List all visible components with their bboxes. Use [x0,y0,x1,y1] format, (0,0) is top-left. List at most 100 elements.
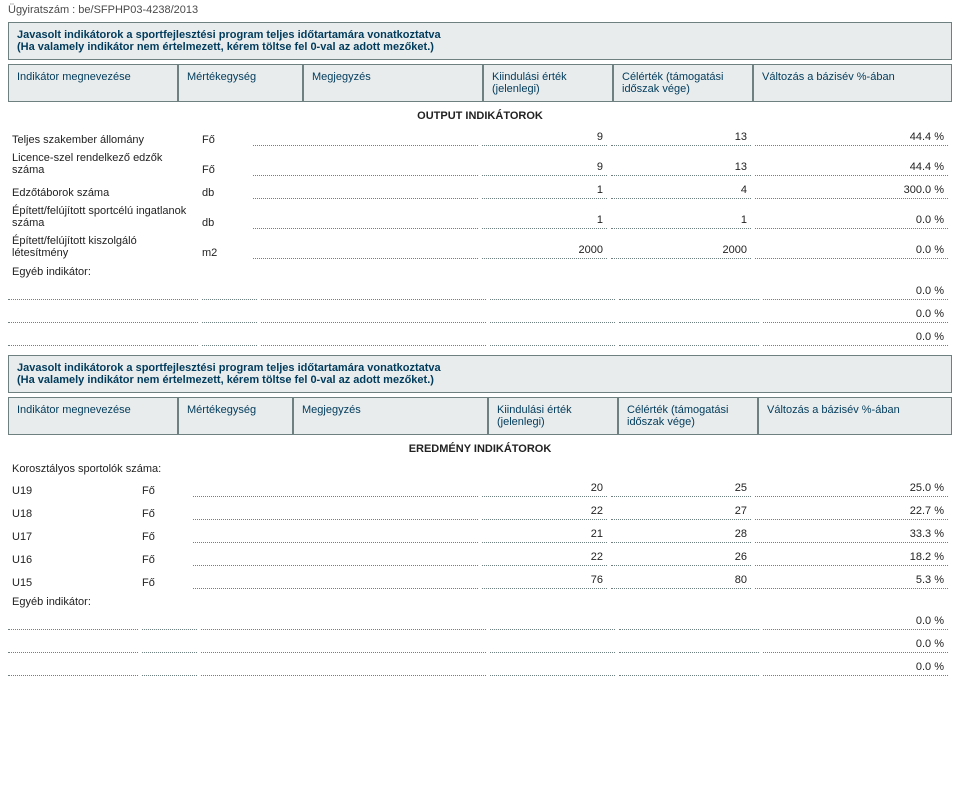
row-note-input[interactable] [253,160,478,176]
row-start-input[interactable] [490,614,615,630]
row-note-input[interactable] [261,284,486,300]
row-change-value: 0.0 % [755,242,948,259]
row-change-value: 0.0 % [763,306,948,323]
row-note-input[interactable] [253,243,478,259]
row-note-input[interactable] [193,573,478,589]
section1-group-title: OUTPUT INDIKÁTOROK [8,102,952,126]
row-unit: m2 [198,247,253,259]
row-target-input[interactable] [619,330,759,346]
row-start-input[interactable]: 1 [482,212,607,229]
row-start-input[interactable]: 20 [482,480,607,497]
section2-title-line1: Javasolt indikátorok a sportfejlesztési … [17,362,943,374]
row-target-input[interactable] [619,660,759,676]
header-unit: Mértékegység [178,397,293,435]
row-start-input[interactable]: 76 [482,572,607,589]
row-target-input[interactable]: 80 [611,572,751,589]
row-unit: Fő [138,508,193,520]
row-name-input[interactable] [8,307,198,323]
table-row: 0.0 % [8,303,952,326]
section2-header-row: Indikátor megnevezése Mértékegység Megje… [8,397,952,435]
row-unit: Fő [138,531,193,543]
row-target-input[interactable]: 25 [611,480,751,497]
row-note-input[interactable] [253,213,478,229]
row-note-input[interactable] [201,637,486,653]
header-start: Kiindulási érték (jelenlegi) [483,64,613,102]
row-note-input[interactable] [193,550,478,566]
row-start-input[interactable] [490,637,615,653]
row-note-input[interactable] [201,614,486,630]
row-name: Épített/felújított kiszolgáló létesítmén… [8,235,198,259]
row-note-input[interactable] [253,130,478,146]
row-target-input[interactable]: 26 [611,549,751,566]
row-note-input[interactable] [201,660,486,676]
row-unit: Fő [138,485,193,497]
header-target: Célérték (támogatási időszak vége) [613,64,753,102]
row-target-input[interactable]: 13 [611,159,751,176]
row-name-input[interactable] [8,660,138,676]
row-unit: Fő [198,134,253,146]
row-start-input[interactable] [490,307,615,323]
table-row: U15Fő76805.3 % [8,569,952,592]
row-name: U19 [8,485,138,497]
row-target-input[interactable]: 4 [611,182,751,199]
row-target-input[interactable] [619,284,759,300]
row-name-input[interactable] [8,330,198,346]
row-unit-input[interactable] [142,637,197,653]
header-name: Indikátor megnevezése [8,397,178,435]
table-row: 0.0 % [8,610,952,633]
table-row: 0.0 % [8,280,952,303]
section2-sub-label: Korosztályos sportolók száma: [8,459,952,477]
row-unit-input[interactable] [202,284,257,300]
row-change-value: 0.0 % [755,212,948,229]
row-name: Épített/felújított sportcélú ingatlanok … [8,205,198,229]
row-start-input[interactable]: 9 [482,159,607,176]
row-start-input[interactable]: 22 [482,549,607,566]
row-note-input[interactable] [193,527,478,543]
row-target-input[interactable] [619,614,759,630]
row-name-input[interactable] [8,637,138,653]
row-target-input[interactable]: 1 [611,212,751,229]
row-start-input[interactable]: 9 [482,129,607,146]
row-change-value: 0.0 % [763,283,948,300]
row-name-input[interactable] [8,284,198,300]
row-note-input[interactable] [193,504,478,520]
row-name: Edzőtáborok száma [8,187,198,199]
row-start-input[interactable] [490,660,615,676]
table-row: 0.0 % [8,633,952,656]
row-change-value: 0.0 % [763,659,948,676]
row-unit-input[interactable] [142,614,197,630]
section1-other-label: Egyéb indikátor: [8,262,952,280]
section2-title: Javasolt indikátorok a sportfejlesztési … [8,355,952,393]
row-target-input[interactable]: 2000 [611,242,751,259]
row-target-input[interactable]: 13 [611,129,751,146]
row-note-input[interactable] [261,330,486,346]
row-start-input[interactable]: 21 [482,526,607,543]
row-note-input[interactable] [193,481,478,497]
row-start-input[interactable] [490,330,615,346]
row-change-value: 33.3 % [755,526,948,543]
row-name: U17 [8,531,138,543]
row-start-input[interactable] [490,284,615,300]
row-unit-input[interactable] [202,330,257,346]
row-unit-input[interactable] [142,660,197,676]
table-row: Edzőtáborok számadb14300.0 % [8,179,952,202]
row-start-input[interactable]: 22 [482,503,607,520]
section1-rows: Teljes szakember állományFő91344.4 %Lice… [8,126,952,262]
row-target-input[interactable]: 27 [611,503,751,520]
row-change-value: 44.4 % [755,129,948,146]
row-start-input[interactable]: 2000 [482,242,607,259]
table-row: U19Fő202525.0 % [8,477,952,500]
row-name: U16 [8,554,138,566]
header-unit: Mértékegység [178,64,303,102]
section2-group-title: EREDMÉNY INDIKÁTOROK [8,435,952,459]
row-start-input[interactable]: 1 [482,182,607,199]
row-unit: db [198,217,253,229]
row-note-input[interactable] [261,307,486,323]
row-target-input[interactable] [619,637,759,653]
row-target-input[interactable] [619,307,759,323]
row-unit: db [198,187,253,199]
row-unit-input[interactable] [202,307,257,323]
row-target-input[interactable]: 28 [611,526,751,543]
row-name-input[interactable] [8,614,138,630]
row-note-input[interactable] [253,183,478,199]
